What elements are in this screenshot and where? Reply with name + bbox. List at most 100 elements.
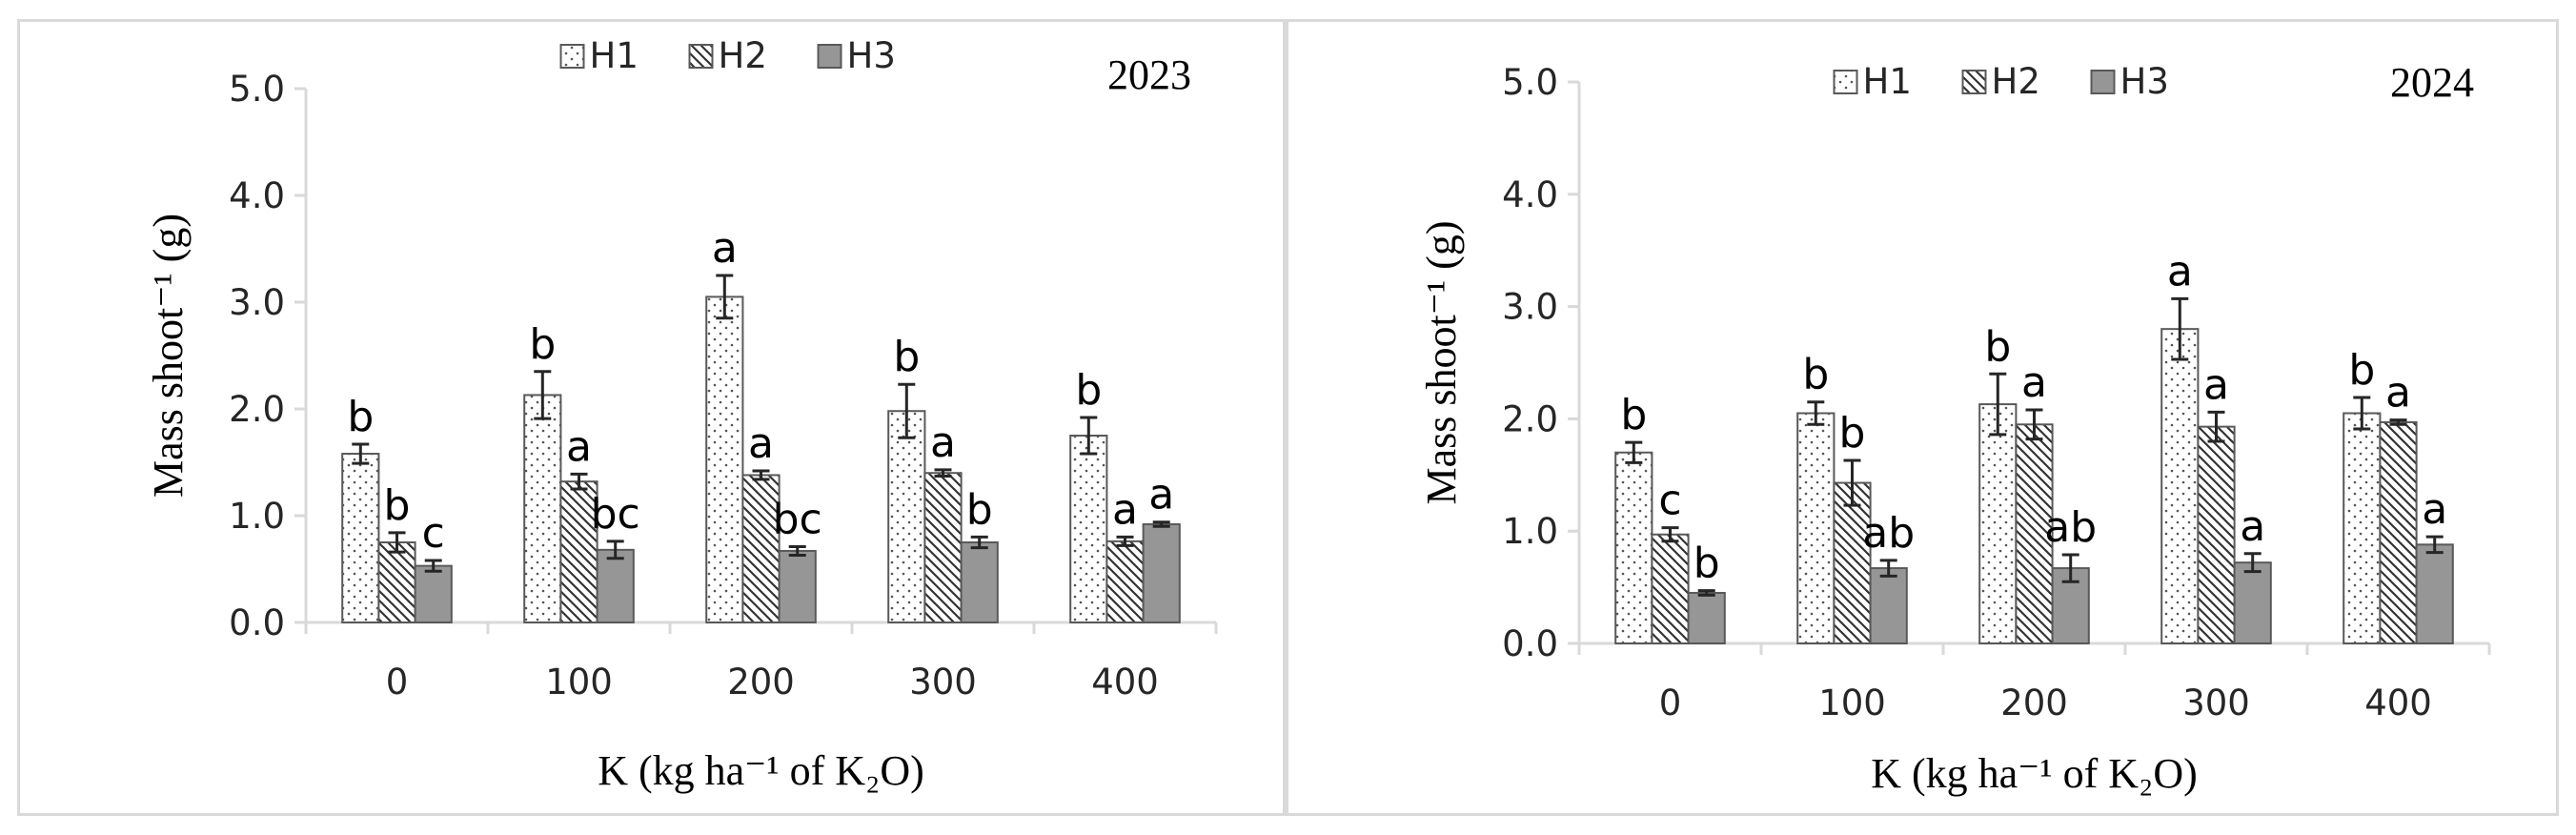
significance-letter: b [1984, 322, 2011, 371]
error-bar [1989, 372, 2007, 437]
significance-letter: a [930, 418, 956, 467]
legend-swatch-h2 [1961, 70, 1987, 94]
bar-h2 [1651, 533, 1690, 645]
y-axis-title: Mass shoot⁻¹ (g) [1418, 221, 1465, 505]
error-bar [2207, 410, 2225, 443]
y-tick-label: 2.0 [1502, 398, 1558, 439]
y-tick-label: 3.0 [1502, 287, 1558, 328]
error-bar [424, 559, 442, 573]
significance-letter: a [2021, 358, 2047, 407]
chart-svg-2024: 0.01.02.03.04.05.00bcb100bbab200baab300a… [1418, 59, 2491, 797]
legend-swatch-h1 [559, 44, 585, 69]
error-bar [2389, 418, 2407, 426]
error-bar [352, 442, 370, 465]
error-bar [752, 469, 770, 481]
x-tick-label: 100 [545, 662, 613, 703]
legend-label-h2: H2 [1992, 61, 2040, 102]
error-bar [388, 531, 406, 554]
significance-letter: b [347, 393, 374, 441]
bar-h1 [1978, 403, 2018, 644]
error-bar [2171, 296, 2189, 361]
chart-title: 2023 [1107, 51, 1191, 98]
bar-h2 [741, 474, 781, 623]
significance-letter: b [1802, 351, 1829, 399]
bar-h3 [596, 548, 635, 624]
x-tick-label: 300 [909, 662, 977, 703]
y-tick-label: 2.0 [229, 389, 285, 430]
significance-letter: c [1658, 477, 1681, 525]
y-tick-label: 1.0 [229, 496, 285, 537]
x-tick-label: 0 [386, 662, 409, 703]
error-bar [534, 370, 552, 420]
legend-label-h3: H3 [847, 35, 896, 76]
chart-panel-2023: 0.0 1.0 2.0 3.0 4.0 5.0 0 b b c 100 b a bc 200 a a bc 300 b… [17, 19, 1286, 816]
bar-h1 [2343, 412, 2382, 645]
significance-letter: b [1839, 409, 1866, 458]
bar-h3 [1142, 522, 1181, 624]
chart-svg-2023: 0.01.02.03.04.05.00bbc100babc200aabc300b… [145, 35, 1218, 794]
legend-label-h1: H1 [1863, 61, 1912, 102]
significance-letter: a [1148, 471, 1174, 519]
significance-letter: ab [1862, 509, 1915, 558]
error-bar [1697, 589, 1715, 597]
bar-h2 [377, 541, 416, 623]
significance-letter: b [1075, 366, 1102, 415]
legend-swatch-h2 [688, 44, 714, 69]
significance-letter: b [1620, 391, 1647, 439]
legend-swatch-h3 [817, 44, 842, 69]
x-tick-label: 200 [2000, 682, 2068, 723]
x-tick-label: 300 [2182, 682, 2250, 723]
error-bar [898, 382, 916, 439]
significance-letter: a [566, 422, 592, 471]
error-bar [788, 544, 806, 557]
significance-letter: b [384, 481, 411, 530]
bar-h3 [2051, 567, 2090, 644]
error-bar [970, 535, 988, 550]
error-bar [606, 540, 624, 560]
y-tick-label: 5.0 [1502, 62, 1558, 103]
x-tick-label: 400 [2364, 682, 2432, 723]
significance-letter: a [2167, 247, 2193, 295]
error-bar [1152, 520, 1170, 528]
x-tick-label: 400 [1091, 662, 1159, 703]
bar-h1 [2160, 328, 2200, 644]
bar-h3 [1869, 567, 1908, 644]
y-tick-label: 0.0 [1502, 623, 1558, 664]
bar-h1 [1069, 435, 1108, 623]
x-axis-title: K (kg ha⁻¹ of K₂O) [1871, 750, 2198, 797]
error-bar [1807, 400, 1825, 426]
error-bar [2025, 408, 2043, 441]
y-tick-label: 5.0 [229, 69, 285, 110]
significance-letter: b [529, 320, 556, 369]
bar-h2 [1833, 481, 1872, 644]
significance-letter: b [1694, 540, 1720, 588]
significance-letter: b [966, 485, 993, 534]
significance-letter: b [2348, 346, 2375, 395]
bar-h2 [1105, 540, 1145, 624]
legend-label-h1: H1 [590, 35, 639, 76]
legend-label-h3: H3 [2120, 61, 2169, 102]
error-bar [1843, 458, 1861, 507]
significance-letter: b [893, 333, 920, 381]
bar-h3 [960, 541, 999, 623]
bar-h2 [2015, 423, 2054, 645]
bar-h3 [2415, 543, 2454, 644]
significance-letter: c [422, 509, 445, 558]
error-bar [570, 472, 588, 491]
error-bar [1080, 416, 1098, 456]
bar-h3 [414, 564, 453, 624]
significance-letter: a [712, 224, 738, 273]
x-tick-label: 100 [1818, 682, 1886, 723]
significance-letter: a [1112, 485, 1138, 534]
chart-title: 2024 [2390, 59, 2474, 106]
legend-swatch-h1 [1833, 70, 1858, 94]
x-tick-label: 200 [727, 662, 795, 703]
error-bar [2243, 552, 2262, 574]
chart-panel-2024: 0.0 1.0 2.0 3.0 4.0 5.0 0 b c b 100 b b ab 200 b a ab 300 a… [1286, 19, 2559, 816]
error-bar [1879, 559, 1897, 578]
error-bar [716, 274, 734, 320]
bar-h1 [887, 410, 926, 623]
bar-h1 [523, 394, 562, 623]
error-bar [1116, 535, 1134, 547]
bar-h2 [559, 480, 598, 623]
